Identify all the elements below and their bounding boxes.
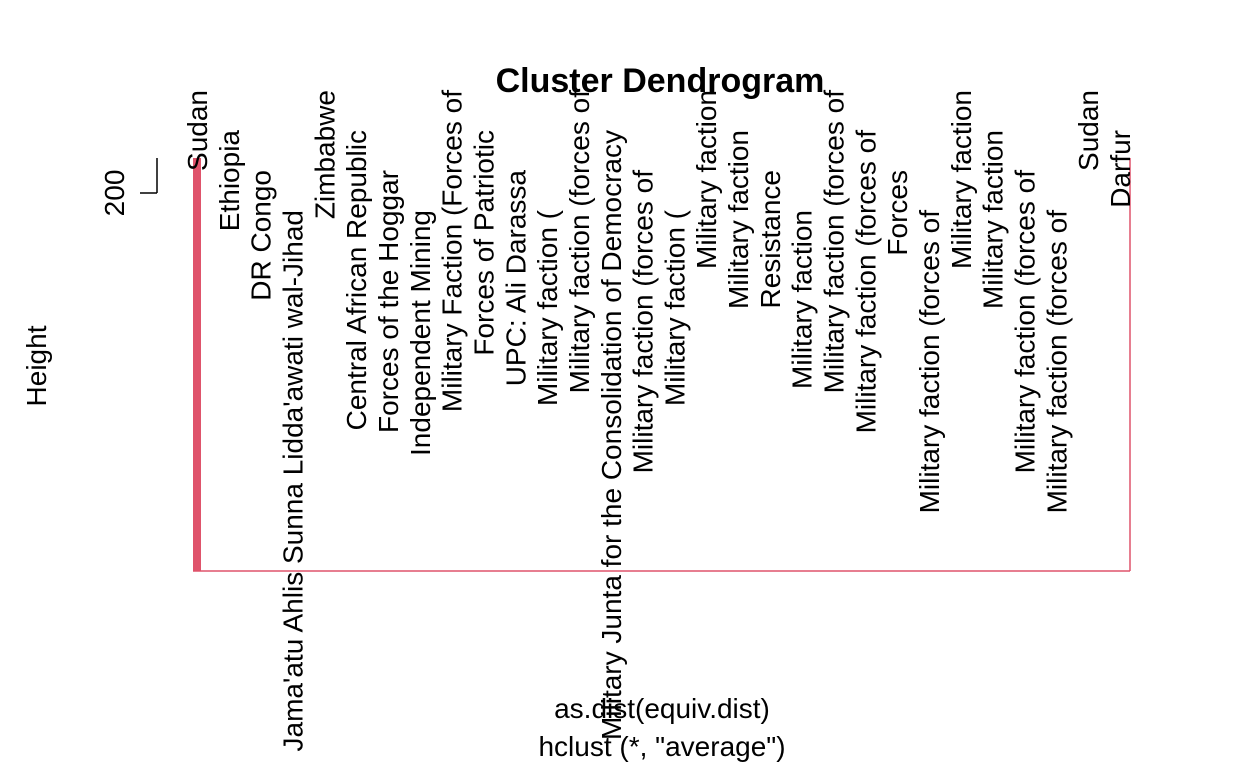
leaf-label: Military faction (forces of	[914, 210, 945, 514]
leaf-label: Sudan	[1073, 90, 1104, 171]
leaf-label: Military faction (forces of	[1010, 170, 1041, 474]
y-axis-label: Height	[21, 325, 52, 406]
left-cluster-branch	[193, 158, 201, 571]
leaf-label: Military faction (forces of	[564, 90, 595, 394]
leaf-label: Independent Mining	[405, 210, 436, 456]
leaf-label: Military faction	[787, 210, 818, 389]
leaf-label: Sudan	[182, 90, 213, 171]
x-axis-label: as.dist(equiv.dist)	[554, 693, 770, 724]
leaf-label: Forces of the Hoggar	[373, 170, 404, 433]
leaf-label: Military faction (forces of	[850, 130, 881, 434]
leaf-label: Military faction (forces of	[628, 170, 659, 474]
leaf-label: Ethiopia	[214, 130, 245, 232]
leaf-label: Jama'atu Ahlis Sunna Lidda'awati wal-Jih…	[277, 210, 308, 751]
leaf-label: DR Congo	[246, 170, 277, 301]
leaf-label: Military faction (	[532, 209, 563, 406]
leaf-label: Resistance	[755, 170, 786, 309]
leaf-label: Military faction (forces of	[819, 90, 850, 394]
leaf-label: Military Junta for the Consolidation of …	[596, 130, 627, 740]
leaf-label: Military faction	[691, 90, 722, 269]
leaf-label: Military faction (forces of	[1041, 210, 1072, 514]
leaf-label: Forces of Patriotic	[468, 130, 499, 356]
leaf-label: Military faction	[946, 90, 977, 269]
leaf-label: Darfur	[1105, 130, 1136, 208]
leaf-label: Military Faction (Forces of	[437, 90, 468, 412]
chart-title: Cluster Dendrogram	[496, 62, 825, 100]
leaf-label: Military faction	[978, 130, 1009, 309]
leaf-label: UPC: Ali Darassa	[500, 170, 531, 387]
leaf-label: Zimbabwe	[309, 90, 340, 219]
leaf-label: Central African Republic	[341, 130, 372, 430]
leaf-label: Military faction	[723, 130, 754, 309]
leaf-label: Military faction (	[659, 209, 690, 406]
leaf-label: Forces	[882, 170, 913, 256]
y-tick-label: 200	[99, 170, 130, 217]
subtitle: hclust (*, "average")	[538, 731, 785, 762]
